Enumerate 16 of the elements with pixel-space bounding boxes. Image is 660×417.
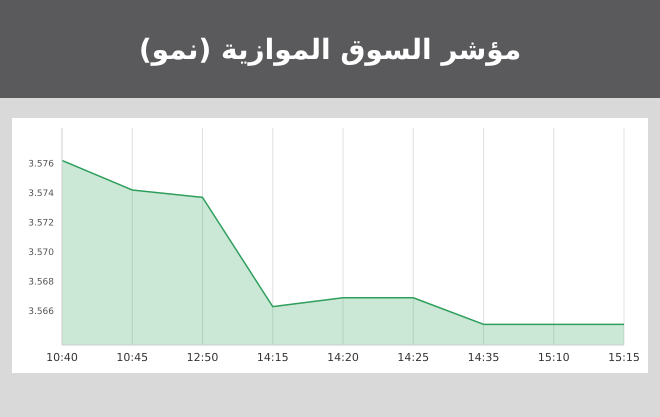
y-tick-label: 3.572 [28, 218, 54, 229]
x-tick-label: 12:50 [186, 350, 218, 364]
x-tick-label: 14:15 [256, 350, 289, 364]
x-tick-label: 10:40 [46, 350, 78, 364]
x-tick-label: 10:45 [116, 350, 148, 364]
y-tick-label: 3.574 [28, 189, 54, 200]
y-tick-label: 3.568 [28, 278, 54, 288]
y-tick-label: 3.566 [28, 307, 54, 318]
chart-title: مؤشر السوق الموازية (نمو) [138, 32, 522, 66]
x-tick-label: 14:35 [468, 350, 500, 364]
y-tick-label: 3.570 [28, 248, 54, 258]
x-tick-label: 15:15 [608, 350, 640, 364]
x-tick-label: 15:10 [538, 350, 570, 364]
x-tick-label: 14:20 [327, 350, 359, 364]
x-tick-label: 14:25 [397, 350, 430, 364]
y-tick-label: 3.576 [28, 160, 54, 170]
